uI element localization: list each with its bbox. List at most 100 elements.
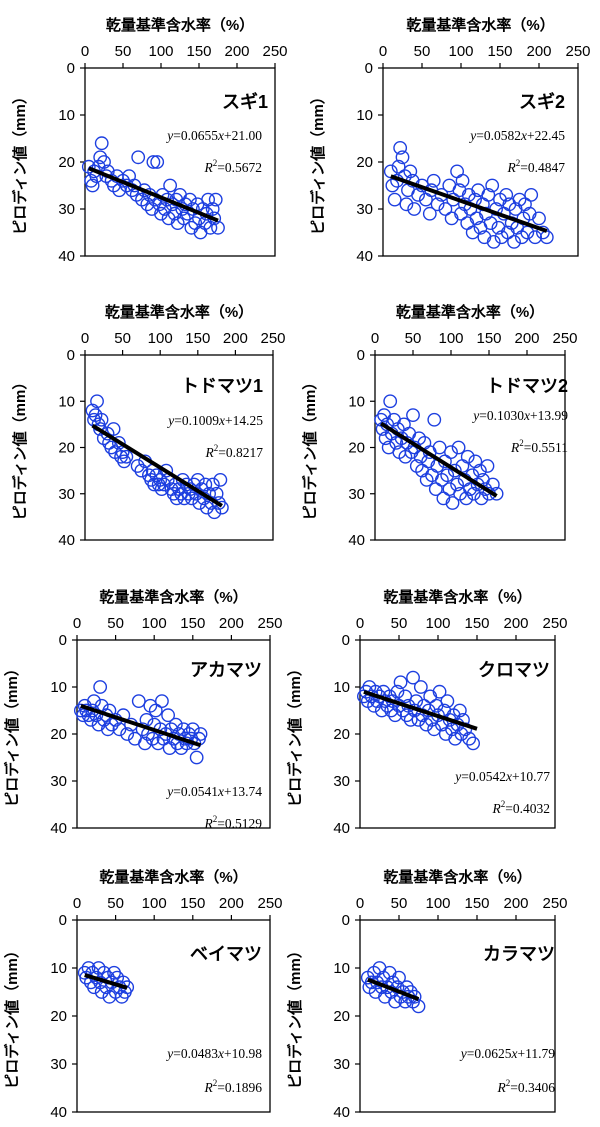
- data-point: [138, 736, 152, 751]
- data-point: [391, 159, 406, 174]
- data-point: [211, 220, 225, 235]
- x-tick-label: 50: [115, 43, 132, 60]
- regression-line: [363, 689, 478, 731]
- x-tick-label: 150: [186, 43, 211, 60]
- regression-equation: y=0.0483x+10.98: [165, 1046, 262, 1061]
- data-point: [524, 187, 539, 202]
- regression-equation: y=0.0541x+13.74: [165, 784, 262, 799]
- x-axis-title: 乾量基準含水率（%）: [383, 868, 531, 886]
- species-label: スギ1: [222, 92, 268, 112]
- x-tick-label: 200: [503, 615, 528, 632]
- y-tick-label: 30: [50, 773, 67, 790]
- y-tick-label: 20: [333, 726, 350, 743]
- data-point: [169, 491, 184, 506]
- x-tick-label: 50: [391, 895, 408, 912]
- data-point: [131, 694, 146, 708]
- y-tick-label: 30: [58, 201, 75, 218]
- data-point: [403, 164, 418, 179]
- x-tick-label: 200: [503, 895, 528, 912]
- r-squared-label: R2=0.5511: [510, 438, 568, 455]
- data-point: [208, 192, 223, 207]
- data-point: [468, 454, 483, 469]
- y-tick-label: 40: [50, 1104, 67, 1121]
- data-point: [399, 708, 414, 723]
- x-tick-label: 100: [425, 895, 450, 912]
- y-axis-title: ピロディン値（mm）: [3, 943, 21, 1089]
- x-tick-label: 100: [142, 615, 167, 632]
- y-tick-label: 40: [50, 820, 67, 837]
- regression-line: [84, 973, 128, 990]
- data-point: [161, 708, 175, 723]
- x-tick-label: 50: [414, 43, 431, 60]
- regression-equation: y=0.1030x+13.99: [471, 408, 568, 423]
- y-tick-label: 0: [365, 60, 373, 77]
- data-point: [438, 202, 453, 216]
- data-point: [93, 150, 108, 165]
- y-tick-label: 10: [348, 393, 365, 410]
- data-point: [100, 722, 115, 737]
- species-label: カラマツ: [483, 944, 555, 964]
- y-tick-label: 40: [348, 532, 365, 549]
- scatter-panel: 乾量基準含水率（%） 0 50 100 150 200 250 0 10 20 30 40 ピロディン値…: [11, 16, 288, 265]
- data-point: [452, 703, 467, 718]
- data-point: [413, 680, 428, 694]
- data-point: [189, 750, 204, 765]
- x-tick-label: 200: [224, 43, 249, 60]
- data-point: [399, 197, 414, 212]
- x-tick-label: 100: [448, 43, 473, 60]
- regression-line: [390, 174, 548, 233]
- x-tick-label: 150: [487, 43, 512, 60]
- y-tick-label: 30: [333, 773, 350, 790]
- x-tick-label: 50: [391, 615, 408, 632]
- x-tick-label: 200: [223, 330, 248, 347]
- x-axis-title: 乾量基準含水率（%）: [99, 868, 247, 886]
- data-point: [209, 486, 224, 501]
- data-point: [459, 491, 474, 506]
- y-tick-label: 0: [67, 60, 75, 77]
- x-tick-label: 50: [107, 615, 124, 632]
- data-point: [94, 136, 109, 151]
- y-tick-label: 40: [333, 1104, 350, 1121]
- y-tick-label: 30: [348, 486, 365, 503]
- data-point: [111, 435, 126, 450]
- regression-line: [91, 423, 223, 508]
- r-squared-label: R2=0.5129: [204, 814, 263, 831]
- data-point: [406, 670, 420, 685]
- x-tick-label: 250: [257, 615, 282, 632]
- x-tick-label: 250: [262, 43, 287, 60]
- data-point: [520, 225, 535, 240]
- data-point: [474, 491, 489, 506]
- y-tick-label: 0: [342, 632, 350, 649]
- data-point: [463, 482, 477, 497]
- species-label: スギ2: [519, 92, 565, 112]
- x-tick-label: 150: [185, 330, 210, 347]
- y-tick-label: 10: [333, 679, 350, 696]
- data-point: [432, 440, 447, 455]
- data-point: [472, 463, 487, 478]
- x-tick-label: 100: [148, 43, 173, 60]
- data-point: [207, 505, 222, 520]
- data-point: [532, 211, 546, 226]
- data-point: [94, 985, 109, 999]
- data-point: [454, 727, 469, 741]
- y-tick-label: 20: [356, 154, 373, 171]
- x-tick-label: 0: [371, 330, 379, 347]
- data-point: [430, 197, 445, 212]
- data-point: [390, 684, 405, 699]
- scatter-panel: 乾量基準含水率（%） 0 50 100 150 200 250 0 10 20 30 40 ピロディン値…: [301, 303, 578, 549]
- data-point: [536, 225, 550, 240]
- y-tick-label: 20: [333, 1008, 350, 1025]
- data-point: [427, 722, 441, 737]
- scatter-panel: 乾量基準含水率（%） 0 50 100 150 200 250 0 10 20 30 40 ピロディン値…: [286, 588, 568, 837]
- data-point: [444, 445, 458, 460]
- data-point: [162, 741, 177, 755]
- data-point: [427, 412, 442, 427]
- r-squared-label: R2=0.4032: [492, 799, 551, 816]
- data-point: [214, 500, 229, 515]
- data-point: [199, 500, 214, 515]
- y-axis-title: ピロディン値（mm）: [286, 661, 304, 807]
- y-tick-label: 0: [67, 347, 75, 364]
- x-tick-label: 250: [552, 330, 577, 347]
- y-tick-label: 10: [58, 107, 75, 124]
